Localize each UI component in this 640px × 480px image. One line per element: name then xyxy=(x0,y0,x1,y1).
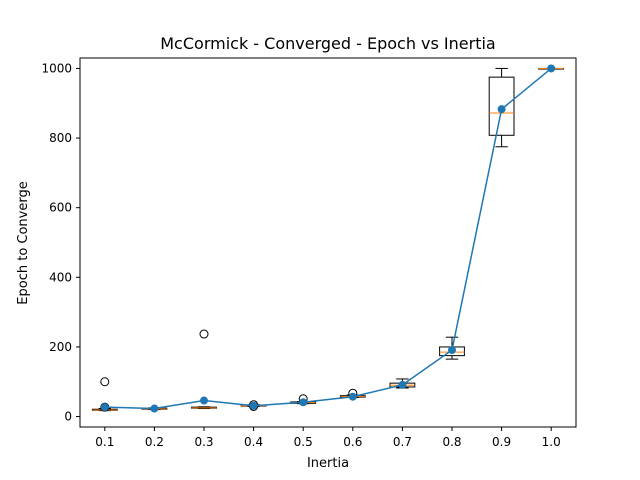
y-tick-label: 400 xyxy=(49,270,72,284)
plot-area: 0.1 0.2 0.3 0.4 0.5 0.6 0.7 0.8 0.9 1.0 0 200 400 600… xyxy=(41,57,577,449)
y-tick-label: 800 xyxy=(49,131,72,145)
x-tick-label: 0.6 xyxy=(343,435,362,449)
outlier-point xyxy=(199,329,209,339)
series-point xyxy=(547,64,556,73)
y-tick-label: 600 xyxy=(49,201,72,215)
x-tick-label: 0.8 xyxy=(442,435,461,449)
y-axis-label: Epoch to Converge xyxy=(16,181,31,304)
x-tick-label: 0.9 xyxy=(492,435,511,449)
series-point xyxy=(100,403,109,412)
x-tick-label: 0.1 xyxy=(95,435,114,449)
series-point xyxy=(448,346,456,355)
outlier-point xyxy=(100,377,110,387)
series-point xyxy=(249,401,258,410)
box-0.3 xyxy=(191,329,217,410)
x-tick-label: 0.4 xyxy=(244,435,263,449)
series-point xyxy=(150,404,159,413)
x-tick-label: 1.0 xyxy=(542,435,561,449)
x-tick-label: 0.7 xyxy=(393,435,412,449)
x-tick-label: 0.5 xyxy=(294,435,313,449)
x-axis-label: Inertia xyxy=(307,456,349,471)
series-point xyxy=(200,396,208,405)
series-point xyxy=(398,380,407,389)
series-point xyxy=(497,105,506,114)
y-tick-label: 1000 xyxy=(41,61,72,75)
x-tick-label: 0.2 xyxy=(145,435,164,449)
chart-title: McCormick - Converged - Epoch vs Inertia xyxy=(160,34,495,53)
series-line xyxy=(104,67,552,410)
series-point xyxy=(299,398,308,407)
series-point xyxy=(348,392,357,401)
axes-frame xyxy=(79,57,577,428)
y-tick-label: 0 xyxy=(64,410,72,424)
box-body xyxy=(488,76,515,136)
x-tick-label: 0.3 xyxy=(194,435,213,449)
y-tick-label: 200 xyxy=(49,340,72,354)
box-0.9 xyxy=(488,67,515,148)
